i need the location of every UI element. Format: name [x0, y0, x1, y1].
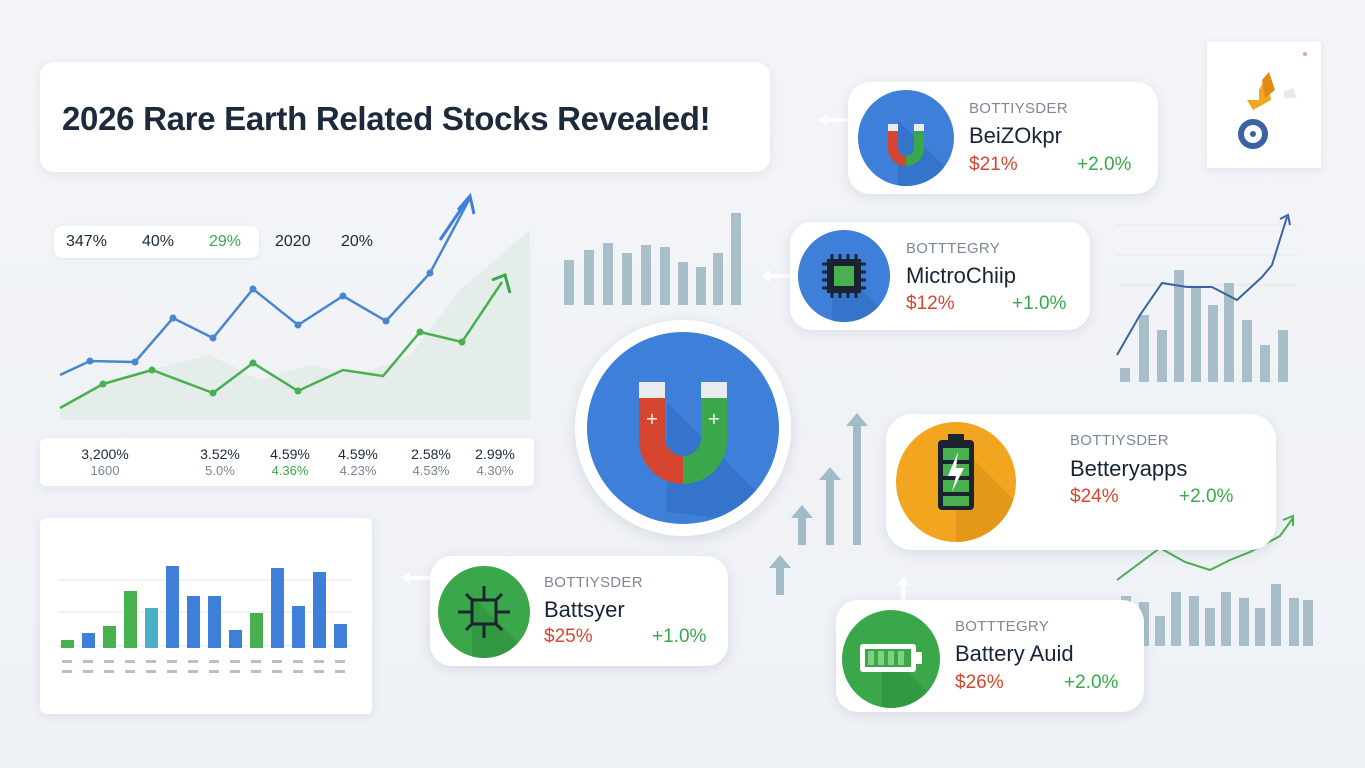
stat-sub: 4.30% — [476, 463, 514, 478]
right-top-chart — [1116, 213, 1297, 382]
stat-value: 2.99% — [475, 446, 515, 462]
axis-tick-marks — [62, 660, 345, 673]
bars — [61, 566, 347, 648]
bar-chart — [58, 566, 352, 673]
svg-text:+: + — [645, 409, 658, 428]
stock-icon-badge — [842, 610, 940, 708]
stock-category: BOTTTEGRY — [906, 240, 1001, 257]
stat-sub: 5.0% — [205, 463, 235, 478]
stat-value: 3,200% — [81, 446, 129, 462]
title-card: 2026 Rare Earth Related Stocks Revealed! — [40, 62, 770, 172]
summary-pill: 347% 40% 29% — [54, 226, 259, 258]
summary-value: 40% — [142, 233, 175, 250]
stock-card[interactable]: BOTTTEGRY MictroChiip $12% +1.0% — [790, 222, 1090, 330]
stock-category: BOTTTEGRY — [955, 618, 1050, 635]
summary-value: 29% — [209, 233, 242, 250]
stock-icon-badge — [896, 422, 1016, 542]
stat-sub: 4.53% — [412, 463, 450, 478]
stat-value: 3.52% — [200, 446, 240, 462]
magnet-icon: + + — [639, 382, 779, 524]
stock-category: BOTTIYSDER — [1070, 432, 1169, 449]
stock-name: MictroChiip — [906, 263, 1017, 288]
stock-card[interactable]: BOTTIYSDER Betteryapps $24% +2.0% — [886, 414, 1276, 550]
stat-sub: 4.23% — [339, 463, 377, 478]
center-bar-chart — [564, 213, 741, 305]
summary-value: 347% — [66, 233, 107, 250]
center-magnet-badge: + + — [575, 320, 791, 536]
stat-item: 3.52% 5.0% — [185, 446, 255, 478]
main-line-chart — [59, 192, 530, 420]
stock-price: $12% — [906, 293, 955, 314]
stock-price: $24% — [1070, 486, 1119, 507]
stock-name: Battery Auid — [955, 641, 1074, 666]
stock-name: Betteryapps — [1070, 456, 1188, 481]
stat-sub: 4.36% — [271, 463, 309, 478]
battery-horizontal-icon — [860, 644, 940, 708]
area-fill — [60, 230, 530, 420]
stat-item: 2.99% 4.30% — [460, 446, 530, 478]
up-arrow-icon — [438, 192, 476, 241]
svg-text:+: + — [707, 409, 720, 428]
bar-chart-card — [40, 518, 372, 714]
growth-arrows — [769, 413, 868, 595]
brand-logo-icon — [1238, 52, 1307, 149]
series-line — [59, 197, 472, 377]
stock-price: $25% — [544, 626, 593, 647]
stock-change: +1.0% — [1012, 293, 1067, 314]
stock-change: +2.0% — [1179, 486, 1234, 507]
stats-strip: 3,200% 1600 3.52% 5.0% 4.59% 4.36% 4.59%… — [40, 438, 534, 486]
stock-card[interactable]: BOTTIYSDER BeiZOkpr $21% +2.0% — [848, 82, 1158, 194]
stat-item: 2.58% 4.53% — [396, 446, 466, 478]
stock-change: +1.0% — [652, 626, 707, 647]
stock-price: $21% — [969, 154, 1018, 175]
stock-change: +2.0% — [1064, 672, 1119, 693]
circuit-icon — [458, 586, 530, 658]
stock-change: +2.0% — [1077, 154, 1132, 175]
stock-name: BeiZOkpr — [969, 123, 1062, 148]
series-markers — [86, 269, 434, 366]
microchip-icon — [822, 254, 890, 322]
stock-card[interactable]: BOTTTEGRY Battery Auid $26% +2.0% — [836, 600, 1144, 712]
up-arrow-icon — [491, 273, 512, 294]
stock-icon-badge — [858, 90, 954, 186]
stock-name: Battsyer — [544, 597, 625, 622]
stock-category: BOTTIYSDER — [544, 574, 643, 591]
right-bottom-chart — [1116, 514, 1313, 646]
magnet-icon — [888, 120, 954, 186]
stat-item: 4.59% 4.36% — [255, 446, 325, 478]
battery-icon — [938, 434, 1016, 542]
stat-value: 4.59% — [338, 446, 378, 462]
series-markers — [99, 328, 466, 397]
stat-item: 4.59% 4.23% — [323, 446, 393, 478]
stock-price: $26% — [955, 672, 1004, 693]
summary-year: 2020 — [275, 233, 311, 250]
stat-value: 4.59% — [270, 446, 310, 462]
stock-card[interactable]: BOTTIYSDER Battsyer $25% +1.0% — [430, 556, 728, 666]
summary-value: 20% — [341, 233, 374, 250]
logo-card — [1207, 42, 1321, 168]
stat-item: 3,200% 1600 — [70, 446, 140, 478]
stock-icon-badge — [438, 566, 530, 658]
stat-sub: 1600 — [90, 463, 120, 478]
stock-icon-badge — [798, 230, 890, 322]
stock-category: BOTTIYSDER — [969, 100, 1068, 117]
stat-value: 2.58% — [411, 446, 451, 462]
page-title: 2026 Rare Earth Related Stocks Revealed! — [62, 100, 711, 137]
